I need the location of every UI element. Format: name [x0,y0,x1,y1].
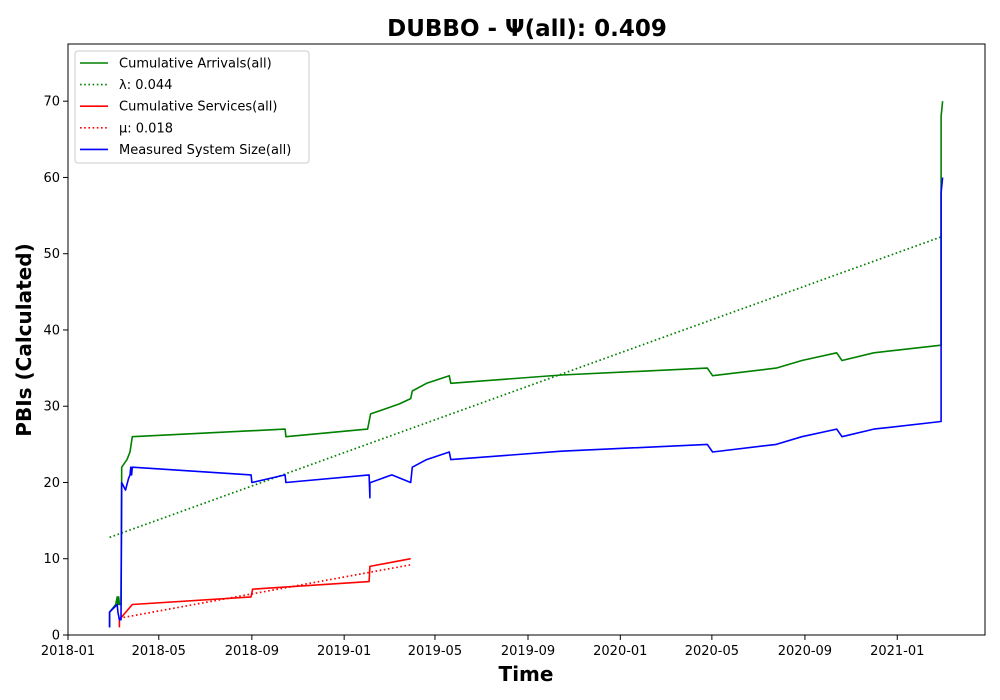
y-tick-label: 10 [43,552,60,567]
x-tick-label: 2020-05 [685,644,739,659]
y-tick-label: 50 [43,247,60,262]
legend: Cumulative Arrivals(all) λ: 0.044 Cumulati… [74,50,310,164]
x-tick-label: 2019-09 [501,644,555,659]
series-line-1 [108,101,944,628]
series-line-2 [109,236,942,539]
legend-box [74,50,310,164]
y-tick-label: 30 [43,400,60,415]
legend-entry: μ: 0.018 [119,121,173,136]
y-axis-title: PBIs (Calculated) [12,243,36,436]
x-tick-label: 2019-01 [317,644,371,659]
series-line-5 [108,177,944,628]
x-tick-label: 2018-01 [41,644,95,659]
x-tick-label: 2018-05 [132,644,186,659]
legend-entry: Cumulative Services(all) [119,100,277,115]
series-layer [108,101,944,628]
x-axis: 2018-01 2018-05 2018-09 2019-01 2019-05 2019-… [41,635,924,659]
legend-entry: λ: 0.044 [119,78,172,93]
x-axis-title: Time [499,662,554,686]
y-tick-label: 0 [52,629,60,644]
plot-frame [67,43,986,636]
y-tick-label: 40 [43,323,60,338]
y-axis: 0 10 20 30 40 50 60 70 [43,95,68,644]
legend-entry: Cumulative Arrivals(all) [119,57,272,72]
y-tick-label: 70 [43,95,60,110]
y-tick-label: 20 [43,476,60,491]
legend-entry: Measured System Size(all) [119,143,291,158]
series-line-3 [118,557,411,628]
x-tick-label: 2018-09 [225,644,279,659]
x-tick-label: 2020-09 [778,644,832,659]
x-tick-label: 2021-01 [870,644,924,659]
y-tick-label: 60 [43,171,60,186]
x-tick-label: 2020-01 [593,644,647,659]
chart-title: DUBBO - Ψ(all): 0.409 [387,16,667,42]
series-line-4 [119,563,411,620]
x-tick-label: 2019-05 [408,644,462,659]
